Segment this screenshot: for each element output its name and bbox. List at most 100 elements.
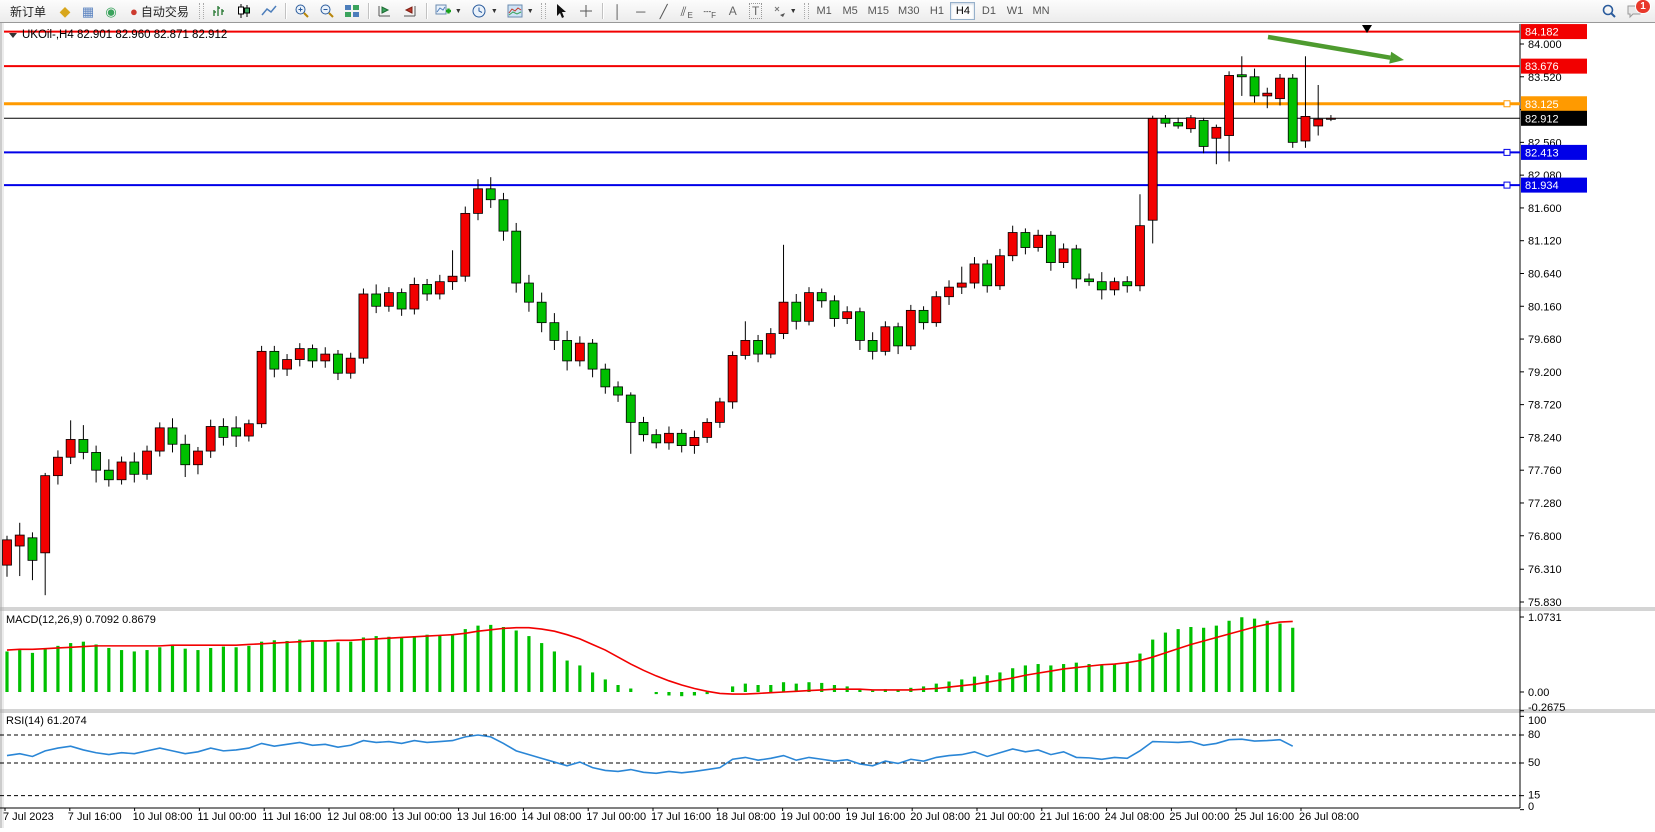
timeframe-h1-button[interactable]: H1 <box>924 2 949 20</box>
candle-body <box>804 292 814 322</box>
price-line-handle[interactable] <box>1503 148 1511 156</box>
price-tick-label: 77.760 <box>1528 465 1562 477</box>
candlestick-chart-icon <box>237 4 250 18</box>
charts-icon: ◆ <box>59 2 71 19</box>
time-label: 21 Jul 00:00 <box>975 811 1035 823</box>
timeframe-mn-button[interactable]: MN <box>1028 2 1053 20</box>
candle-body <box>1211 126 1222 139</box>
rsi-axis-label: 100 <box>1528 715 1546 727</box>
candle-body <box>829 300 840 319</box>
price-tick-label: 75.830 <box>1528 597 1562 609</box>
candle-body <box>651 434 662 444</box>
timeframe-m15-button[interactable]: M15 <box>864 2 893 20</box>
candle-body <box>333 353 343 374</box>
time-label: 11 Jul 00:00 <box>197 811 256 823</box>
bar-chart-button[interactable] <box>207 1 231 21</box>
time-label: 10 Jul 08:00 <box>133 811 193 823</box>
candle-body <box>1096 281 1107 291</box>
candle-body <box>53 456 63 477</box>
channel-button[interactable]: ⫽ E <box>676 1 698 21</box>
tile-windows-button[interactable] <box>340 1 364 21</box>
price-tick-label: 80.160 <box>1528 301 1562 313</box>
candle-body <box>345 357 356 374</box>
time-label: 17 Jul 00:00 <box>586 811 646 823</box>
crosshair-icon <box>579 5 592 17</box>
candle-body <box>867 340 878 352</box>
price-tick-label: 84.000 <box>1528 39 1562 51</box>
candle-body <box>625 394 636 423</box>
chevron-down-icon: ▼ <box>789 7 797 15</box>
candle-body <box>1287 77 1298 143</box>
price-tick-label: 80.640 <box>1528 268 1562 280</box>
line-chart-button[interactable] <box>257 1 281 21</box>
cursor-button[interactable] <box>549 1 573 21</box>
timeframe-m5-button[interactable]: M5 <box>838 2 863 20</box>
vertical-line-button[interactable]: │ <box>607 1 629 21</box>
chevron-down-icon[interactable] <box>9 33 17 38</box>
time-label: 26 Jul 08:00 <box>1299 811 1359 823</box>
price-badge-label: 82.912 <box>1525 113 1559 125</box>
timeframe-m1-button[interactable]: M1 <box>812 2 837 20</box>
step-back-button[interactable] <box>398 1 422 21</box>
price-line-handle[interactable] <box>1503 100 1511 108</box>
step-forward-button[interactable] <box>373 1 397 21</box>
navigator-button[interactable]: ◉ <box>100 1 122 21</box>
charts-button[interactable]: ◆ <box>54 1 76 21</box>
candle-body <box>498 199 509 232</box>
add-indicator-button[interactable]: ▼ <box>431 1 466 21</box>
text-label-icon: T <box>749 3 763 19</box>
new-order-button[interactable]: 新订单 <box>3 1 53 21</box>
candle-body <box>116 461 127 481</box>
candle-body <box>460 212 471 277</box>
rsi-label: RSI(14) 61.2074 <box>6 715 87 727</box>
notifications-button[interactable]: 1 <box>1622 0 1651 21</box>
search-icon <box>1602 4 1616 18</box>
arrows-button[interactable]: ▼ <box>768 1 801 21</box>
trendline-button[interactable]: ╱ <box>653 1 675 21</box>
time-axis: 7 Jul 2023 7 Jul 16:00 10 Jul 08:00 11 Jul … <box>3 808 1359 823</box>
market-watch-button[interactable]: ▦ <box>77 1 99 21</box>
candle-body <box>1262 92 1273 97</box>
candle-body <box>893 326 903 347</box>
rsi-axis-label: 50 <box>1528 757 1540 769</box>
candle-body <box>409 284 420 310</box>
timeframe-w1-button[interactable]: W1 <box>1002 2 1027 20</box>
time-label: 17 Jul 16:00 <box>651 811 711 823</box>
template-button[interactable]: ▼ <box>503 1 538 21</box>
trend-arrow[interactable] <box>1267 34 1404 64</box>
candle-body <box>689 437 700 447</box>
text-button[interactable]: A <box>722 1 744 21</box>
fibonacci-button[interactable]: ┄ F <box>699 1 721 21</box>
market-watch-icon: ▦ <box>81 3 95 19</box>
candle-body <box>129 461 140 475</box>
candle-body <box>320 353 331 362</box>
symbol-ohlc-title: UKOil-,H4 82.901 82.960 82.871 82.912 <box>22 29 227 41</box>
timeframe-m30-button[interactable]: M30 <box>894 2 923 20</box>
candle-body <box>1020 232 1031 248</box>
crosshair-button[interactable] <box>574 1 598 21</box>
time-label: 21 Jul 16:00 <box>1040 811 1100 823</box>
candle-body <box>358 293 369 359</box>
zoom-out-button[interactable] <box>315 1 339 21</box>
timeframe-d1-button[interactable]: D1 <box>976 2 1001 20</box>
candle-body <box>1173 122 1184 127</box>
price-line-handle[interactable] <box>1503 181 1511 189</box>
horizontal-line-button[interactable]: ─ <box>630 1 652 21</box>
period-button[interactable]: ▼ <box>467 1 502 21</box>
candle-body <box>918 309 929 324</box>
candle-body <box>714 401 725 423</box>
time-label: 19 Jul 00:00 <box>781 811 841 823</box>
timeframe-h4-button[interactable]: H4 <box>950 2 976 20</box>
price-chart-canvas[interactable]: 84.00083.52083.04082.56082.08081.60081.1… <box>0 23 1655 832</box>
macd-axis-label: 0.00 <box>1528 687 1549 699</box>
arrow-shaft <box>1267 34 1391 60</box>
candle-body <box>371 293 382 307</box>
sell-marker-icon[interactable] <box>1362 25 1372 33</box>
candle-body <box>422 284 432 295</box>
zoom-in-button[interactable] <box>290 1 314 21</box>
arrow-head <box>1389 51 1404 64</box>
candlestick-chart-button[interactable] <box>232 1 256 21</box>
autotrade-button[interactable]: ● 自动交易 <box>123 1 196 21</box>
search-button[interactable] <box>1597 1 1621 21</box>
text-label-button[interactable]: T <box>745 1 767 21</box>
